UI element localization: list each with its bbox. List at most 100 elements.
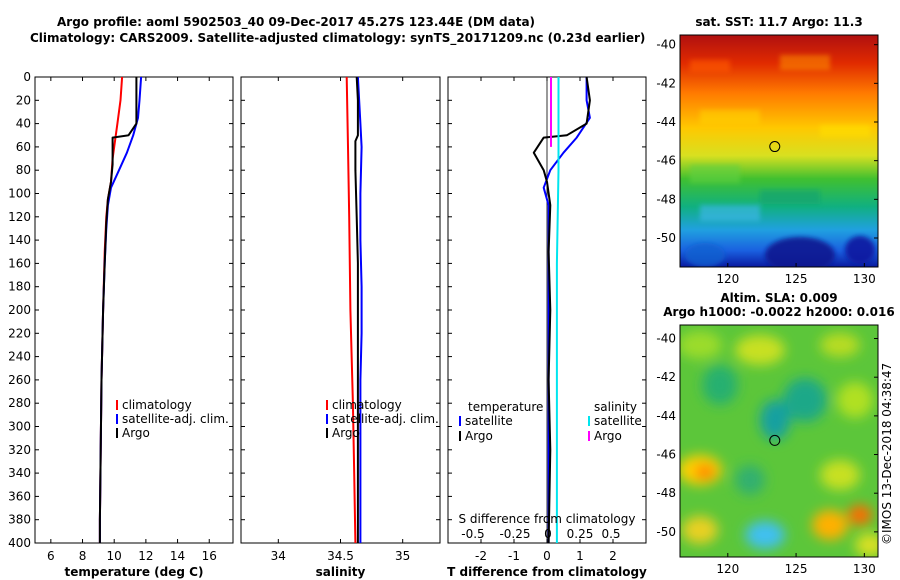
- temperature-xtick-label: 10: [107, 549, 122, 563]
- temperature-series-satellite-adj-clim-: [98, 76, 143, 543]
- ytick-label: 240: [8, 350, 31, 364]
- ytick-label: 300: [8, 420, 31, 434]
- ytick-label: 40: [16, 117, 31, 131]
- sst_map-ytick-label: -46: [656, 154, 676, 168]
- difference-panel: -2 -1 0 1 2 T difference from climatology temp…: [447, 76, 647, 579]
- sla_map-ytick-label: -42: [656, 370, 676, 384]
- xtick-top-label: -0.25: [499, 527, 530, 541]
- legend-salinity-title: salinity: [594, 400, 637, 414]
- xlabel-top: S difference from climatology: [459, 512, 636, 526]
- salinity-series-climatology: [345, 76, 357, 544]
- legend-temperature-label: Argo: [465, 429, 493, 443]
- sla_map-ytick-label: -46: [656, 448, 676, 462]
- sst_map-ytick-label: -40: [656, 38, 676, 52]
- title-line-1: Argo profile: aoml 5902503_40 09-Dec-201…: [57, 15, 535, 30]
- ytick-label: 200: [8, 303, 31, 317]
- sst_map-ytick-label: -50: [656, 231, 676, 245]
- ytick-label: 340: [8, 466, 31, 480]
- difference-xlabel: T difference from climatology: [447, 565, 647, 579]
- difference-xtick-label: 2: [609, 549, 617, 563]
- temperature-xtick-label: 14: [170, 549, 185, 563]
- legend-temperature-title: temperature: [468, 400, 543, 414]
- sla_map-xtick-label: 120: [716, 562, 739, 576]
- sst-texture: [685, 55, 875, 267]
- temperature-panel: 0 20 40 60 80 100 120 140 160 180 200 220 240 260 280 3…: [8, 70, 234, 579]
- temperature-xtick-label: 16: [202, 549, 217, 563]
- salinity-series-argo: [354, 76, 359, 543]
- sst_map-title: sat. SST: 11.7 Argo: 11.3: [695, 15, 862, 29]
- temperature-xtick-label: 12: [138, 549, 153, 563]
- temperature-legend-label: Argo: [122, 426, 150, 440]
- sst_map-xtick-label: 130: [853, 272, 876, 286]
- salinity-panel: 34 34.5 35 salinity climatologysatellite-adj…: [240, 76, 441, 579]
- ytick-label: 180: [8, 280, 31, 294]
- salinity-xtick-label: 34.5: [327, 549, 354, 563]
- sla-map: -40 -42 -44 -46 -48 -50 120 125 130 Altim. SLA: 0…: [656, 291, 894, 576]
- difference-xtick-label: -1: [508, 549, 520, 563]
- ytick-label: 380: [8, 513, 31, 527]
- sst_map-ytick-label: -48: [656, 192, 676, 206]
- temperature-legend-label: satellite-adj. clim.: [122, 412, 229, 426]
- sla_map-title: Altim. SLA: 0.009: [720, 291, 837, 305]
- sla_map-xtick-label: 125: [785, 562, 808, 576]
- ytick-label: 140: [8, 233, 31, 247]
- imos-watermark: ©IMOS 13-Dec-2018 04:38:47: [880, 363, 894, 545]
- salinity-xlabel: salinity: [316, 565, 366, 579]
- title-line-2: Climatology: CARS2009. Satellite-adjuste…: [30, 31, 645, 46]
- salinity-legend-label: climatology: [332, 398, 402, 412]
- ytick-label: 160: [8, 256, 31, 270]
- xtick-top-label: -0.5: [461, 527, 484, 541]
- xtick-top-label: 0: [544, 527, 552, 541]
- ytick-label: 220: [8, 326, 31, 340]
- sla-texture: [680, 331, 878, 557]
- sst_map-xtick-label: 125: [785, 272, 808, 286]
- temperature-axes-frame: [34, 76, 234, 544]
- sst-field: [680, 35, 878, 267]
- difference-xtick-label: 1: [576, 549, 584, 563]
- temperature-xtick-label: 8: [79, 549, 87, 563]
- salinity-series-satellite-adj-clim-: [356, 76, 363, 543]
- ytick-label: 0: [23, 70, 31, 84]
- ytick-label: 400: [8, 536, 31, 550]
- salinity-xtick-label: 34: [271, 549, 286, 563]
- difference-xtick-label: -2: [475, 549, 487, 563]
- sst_map-ytick-label: -42: [656, 76, 676, 90]
- legend-temperature-label: satellite: [465, 414, 513, 428]
- difference-series-t-argo: [532, 76, 591, 544]
- ytick-label: 80: [16, 163, 31, 177]
- ytick-label: 280: [8, 396, 31, 410]
- legend-salinity-label: Argo: [594, 429, 622, 443]
- difference-series-s-satellite: [555, 77, 560, 543]
- salinity-legend-label: Argo: [332, 426, 360, 440]
- sst_map-ytick-label: -44: [656, 115, 676, 129]
- temperature-legend-label: climatology: [122, 398, 192, 412]
- sla_map-argo-marker: [769, 434, 781, 446]
- sla_map-ytick-label: -50: [656, 525, 676, 539]
- sst-map: -40 -42 -44 -46 -48 -50 120 125 130 sat. SST: 11.…: [656, 15, 879, 286]
- ytick-label: 360: [8, 489, 31, 503]
- ytick-label: 100: [8, 187, 31, 201]
- ytick-label: 60: [16, 140, 31, 154]
- difference-xtick-label: 0: [543, 549, 551, 563]
- ytick-label: 320: [8, 443, 31, 457]
- temperature-series-argo: [98, 77, 138, 543]
- xtick-top-label: 0.5: [601, 527, 620, 541]
- salinity-legend-label: satellite-adj. clim.: [332, 412, 439, 426]
- salinity-xtick-label: 35: [395, 549, 410, 563]
- sla_map-ytick-label: -44: [656, 409, 676, 423]
- xtick-top-label: 0.25: [567, 527, 594, 541]
- temperature-xtick-label: 6: [47, 549, 55, 563]
- ytick-label: 20: [16, 93, 31, 107]
- temperature-xlabel: temperature (deg C): [65, 565, 204, 579]
- sst_map-xtick-label: 120: [716, 272, 739, 286]
- sst_map-argo-marker: [769, 141, 781, 153]
- sla_map-ytick-label: -48: [656, 486, 676, 500]
- sla_map-title: Argo h1000: -0.0022 h2000: 0.016: [663, 305, 894, 319]
- ytick-label: 120: [8, 210, 31, 224]
- ytick-label: 260: [8, 373, 31, 387]
- sla_map-ytick-label: -40: [656, 332, 676, 346]
- legend-salinity-label: satellite: [594, 414, 642, 428]
- sla_map-xtick-label: 130: [853, 562, 876, 576]
- salinity-axes-frame: [240, 76, 441, 544]
